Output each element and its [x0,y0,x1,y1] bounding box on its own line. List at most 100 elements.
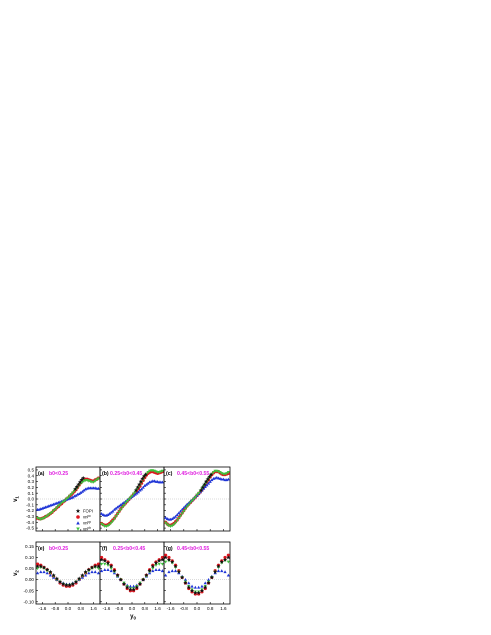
data-point [173,569,178,573]
data-point [131,587,136,592]
data-point [165,523,169,527]
data-point [125,500,129,503]
panel-label: (g) [166,546,173,552]
data-point [182,509,186,513]
data-point [170,559,175,564]
data-point [103,562,107,566]
data-point [109,567,113,571]
data-point [100,511,104,515]
x-tick-label: -1.6 [102,606,110,611]
series-vn-pc [100,470,164,527]
data-point [54,576,59,581]
data-point [66,496,70,500]
data-point [76,482,81,487]
data-point [35,564,40,569]
data-point [36,567,40,571]
data-point [92,480,96,484]
legend-marker [76,527,80,531]
data-point [193,590,198,595]
data-point [209,575,214,580]
data-point [137,482,142,487]
data-point [41,565,47,570]
data-point [193,495,197,499]
data-point [160,562,164,566]
data-point [83,569,88,574]
data-point [173,521,178,525]
series-FOPI [163,555,231,595]
data-point [100,562,104,566]
data-point [180,512,184,516]
data-point [144,573,149,577]
data-point [135,491,139,495]
data-point [105,560,111,565]
data-point [84,573,88,577]
panel-f: -1.6 -0.8 0.0 0.8 1.6 (f) 0.25<b0<0.45 [99,541,165,611]
panel-annotation: 0.25<b0<0.45 [110,471,142,477]
series-vn-pc [36,562,100,588]
data-point [74,484,79,489]
data-point [172,523,176,527]
data-point [177,516,181,520]
legend-label: vnpc [83,514,91,520]
data-point [186,585,191,590]
data-point [188,501,192,505]
data-point [160,469,164,473]
panel-c: (c) 0.45<b0<0.55 [163,466,231,532]
data-point [226,555,231,560]
panel-a: 0.50.40.30.20.10.0-0.1-0.2-0.3-0.4-0.5 (a… [26,466,101,532]
data-point [183,580,188,585]
data-point [96,564,101,569]
x-tick-label: -0.8 [51,606,59,611]
data-point [146,470,150,474]
data-point [116,505,120,509]
x-axis-label: y0 [130,614,136,621]
data-point [133,492,137,496]
data-point [177,511,181,515]
data-point [133,490,137,494]
data-point [146,481,150,485]
y-tick-label: 0.05 [25,566,34,571]
data-point [199,588,205,593]
data-point [53,508,57,512]
legend-marker [76,521,80,525]
data-point [68,494,72,498]
data-point [42,570,46,574]
data-point [128,496,132,500]
data-point [96,562,100,566]
x-tick-label: 1.6 [154,606,161,611]
x-tick-label: -1.6 [38,606,46,611]
y-tick-label: 0.3 [28,479,35,484]
data-point [119,508,123,512]
series-vn-pp [100,479,164,517]
data-point [205,477,210,482]
data-point [206,481,211,485]
data-point [164,521,168,525]
data-point [167,570,171,574]
data-point [67,582,72,587]
data-point [109,521,113,525]
data-point [203,585,208,590]
panel-annotation: 0.25<b0<0.45 [113,546,145,552]
data-point [48,569,53,574]
data-point [93,564,98,569]
data-point [70,581,75,586]
data-point [200,485,205,490]
data-point [160,557,165,562]
panel-annotation: 0.45<b0<0.55 [177,471,209,477]
data-point [45,514,49,518]
data-point [96,486,100,490]
data-point [203,479,209,484]
data-point [38,564,43,569]
data-point [140,487,144,491]
data-point [73,486,78,491]
data-point [164,573,168,577]
data-point [77,576,82,581]
data-point [111,519,115,523]
data-point [114,506,118,510]
x-tick-label: 1.6 [220,606,227,611]
data-point [208,479,212,483]
data-point [173,514,178,518]
series-FOPI [199,472,214,493]
x-tick-label: 0.8 [207,606,214,611]
data-point [69,493,73,496]
